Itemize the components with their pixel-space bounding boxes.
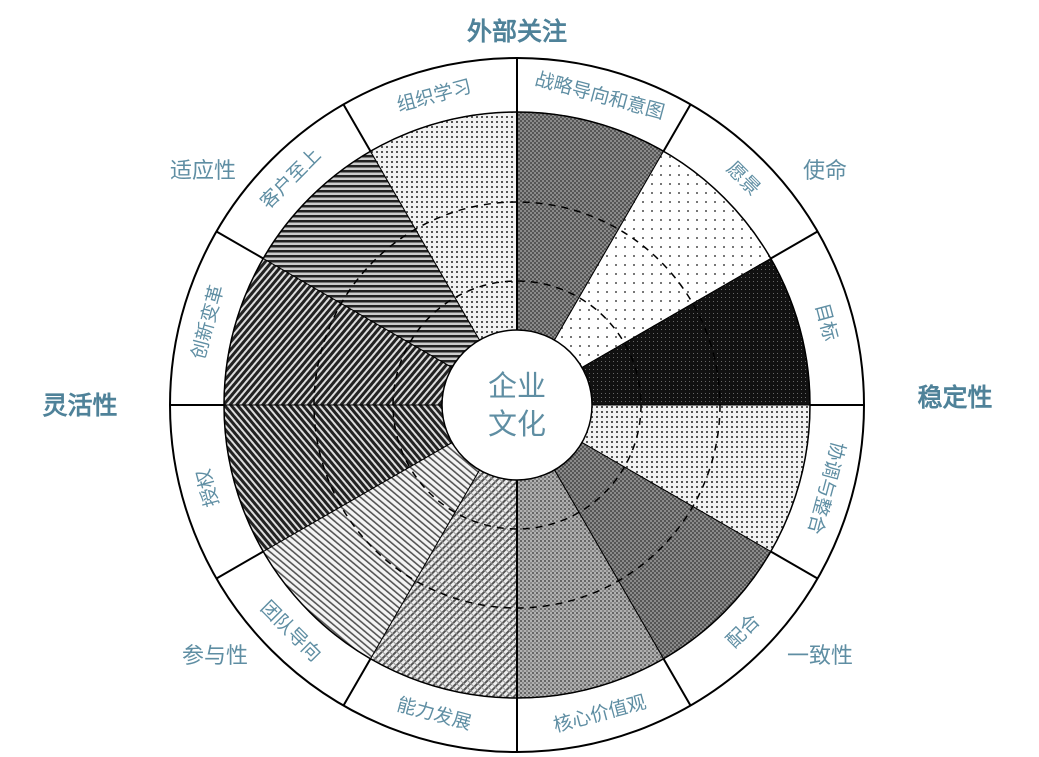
center-circle — [441, 329, 593, 481]
axis-label-right: 稳定性 — [917, 383, 992, 412]
dashed-ring-inner — [392, 280, 642, 530]
ring-divider — [342, 658, 372, 707]
ring-dividers — [170, 58, 864, 752]
ring-divider — [662, 658, 692, 707]
segment-label: 协调与整合 — [803, 439, 849, 536]
segment-label: 能力发展 — [395, 694, 474, 735]
segment-label: 创新变革 — [187, 283, 228, 362]
segment-label: 组织学习 — [395, 75, 474, 116]
segment-wedges — [223, 111, 811, 699]
ring-divider — [215, 230, 264, 260]
segment-label: 目标 — [811, 301, 842, 343]
segment-label: 配合 — [722, 610, 764, 652]
ring-divider — [215, 550, 264, 580]
axis-label-left: 灵活性 — [42, 391, 117, 420]
ring-divider — [662, 103, 692, 152]
ring-divider — [770, 230, 819, 260]
ring-divider — [770, 550, 819, 580]
trait-adaptability: 适应性 — [170, 159, 236, 184]
axis-label-top: 外部关注 — [467, 17, 567, 46]
segment-label: 愿景 — [722, 158, 764, 200]
segment-label: 授权 — [192, 467, 223, 509]
trait-involvement: 参与性 — [182, 644, 248, 669]
center-label-line1: 企业 — [488, 369, 546, 403]
center-label-line2: 文化 — [488, 407, 546, 441]
segment-label: 核心价值观 — [551, 691, 648, 737]
trait-consistency: 一致性 — [787, 644, 853, 669]
trait-mission: 使命 — [803, 159, 847, 184]
ring-divider — [342, 103, 372, 152]
